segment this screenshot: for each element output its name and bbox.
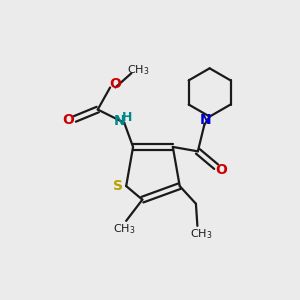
Text: S: S bbox=[113, 179, 123, 193]
Text: H: H bbox=[122, 111, 132, 124]
Text: O: O bbox=[215, 163, 227, 177]
Text: N: N bbox=[200, 112, 212, 127]
Text: CH$_3$: CH$_3$ bbox=[112, 222, 135, 236]
Text: N: N bbox=[114, 114, 126, 128]
Text: CH$_3$: CH$_3$ bbox=[190, 227, 212, 241]
Text: CH$_3$: CH$_3$ bbox=[128, 63, 150, 77]
Text: O: O bbox=[62, 113, 74, 128]
Text: O: O bbox=[110, 77, 121, 91]
